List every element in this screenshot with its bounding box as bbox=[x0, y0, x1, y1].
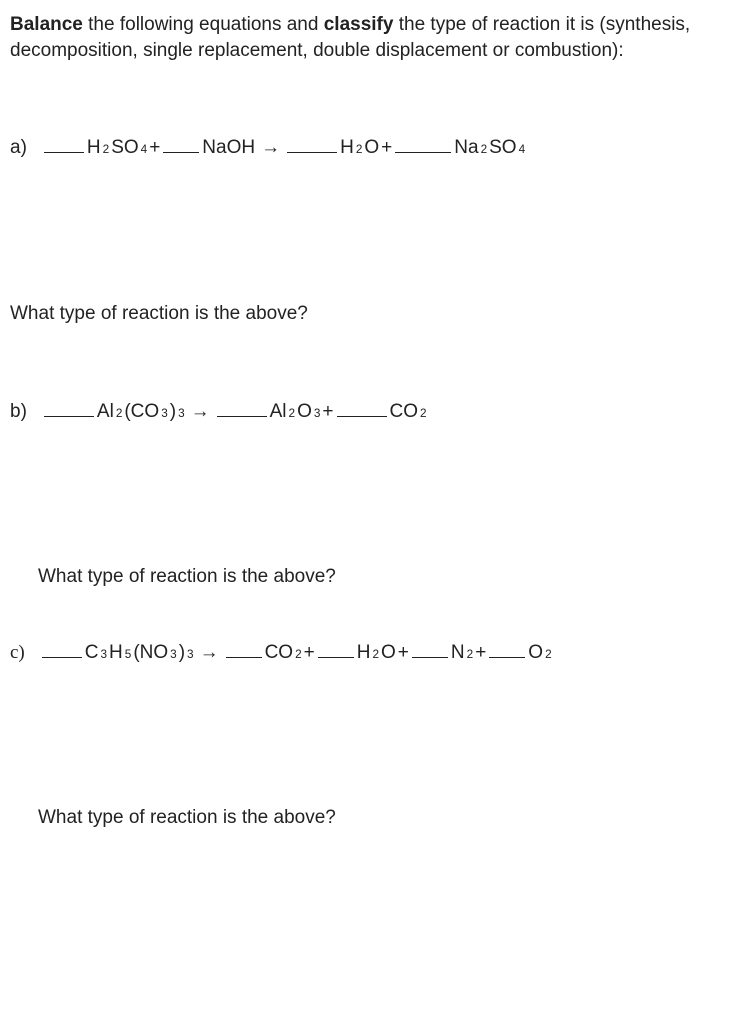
plus-sign: + bbox=[304, 640, 315, 666]
formula-text: N bbox=[451, 640, 465, 666]
arrow-icon: → bbox=[261, 135, 280, 161]
formula-text: O bbox=[528, 640, 543, 666]
formula-text: O bbox=[381, 640, 396, 666]
coefficient-blank[interactable] bbox=[287, 133, 337, 153]
arrow-icon: → bbox=[200, 640, 219, 666]
formula-text: Na bbox=[454, 135, 478, 161]
formula-text: H bbox=[87, 135, 101, 161]
coefficient-blank[interactable] bbox=[217, 397, 267, 417]
problem-b-label: b) bbox=[10, 399, 27, 425]
question-a: What type of reaction is the above? bbox=[10, 301, 730, 327]
formula-text: ) bbox=[170, 399, 176, 425]
arrow-icon: → bbox=[191, 399, 210, 425]
coefficient-blank[interactable] bbox=[337, 397, 387, 417]
problem-a-label: a) bbox=[10, 135, 27, 161]
bold-word-classify: classify bbox=[324, 14, 394, 35]
problem-b-equation: b) Al2(CO3)3 → Al2O3 + CO2 bbox=[10, 397, 730, 425]
problem-c-label: c) bbox=[10, 640, 25, 666]
bold-word-balance: Balance bbox=[10, 14, 83, 35]
formula-text: H bbox=[109, 640, 123, 666]
intro-text-1: the following equations and bbox=[83, 14, 324, 35]
plus-sign: + bbox=[475, 640, 486, 666]
formula-text: Al bbox=[270, 399, 287, 425]
formula-text: (NO bbox=[133, 640, 168, 666]
formula-text: SO bbox=[489, 135, 516, 161]
coefficient-blank[interactable] bbox=[226, 638, 262, 658]
coefficient-blank[interactable] bbox=[412, 638, 448, 658]
problem-a-equation: a) H2SO4 + NaOH → H2O + Na2SO4 bbox=[10, 133, 730, 161]
instructions-text: Balance the following equations and clas… bbox=[10, 12, 730, 63]
question-b: What type of reaction is the above? bbox=[38, 564, 730, 590]
formula-text: (CO bbox=[124, 399, 159, 425]
coefficient-blank[interactable] bbox=[489, 638, 525, 658]
formula-text: CO bbox=[390, 399, 419, 425]
formula-text: ) bbox=[179, 640, 185, 666]
plus-sign: + bbox=[398, 640, 409, 666]
formula-text: Al bbox=[97, 399, 114, 425]
coefficient-blank[interactable] bbox=[42, 638, 82, 658]
plus-sign: + bbox=[149, 135, 160, 161]
coefficient-blank[interactable] bbox=[318, 638, 354, 658]
plus-sign: + bbox=[381, 135, 392, 161]
formula-text: H bbox=[357, 640, 371, 666]
formula-text: O bbox=[364, 135, 379, 161]
formula-text: H bbox=[340, 135, 354, 161]
plus-sign: + bbox=[322, 399, 333, 425]
coefficient-blank[interactable] bbox=[163, 133, 199, 153]
coefficient-blank[interactable] bbox=[395, 133, 451, 153]
coefficient-blank[interactable] bbox=[44, 397, 94, 417]
formula-text: C bbox=[85, 640, 99, 666]
coefficient-blank[interactable] bbox=[44, 133, 84, 153]
problem-c-equation: c) C3H5(NO3)3 → CO2 + H2O + N2 + O2 bbox=[10, 638, 730, 666]
question-c: What type of reaction is the above? bbox=[38, 805, 730, 831]
formula-text: CO bbox=[265, 640, 294, 666]
formula-text: SO bbox=[111, 135, 138, 161]
formula-text: NaOH bbox=[202, 135, 255, 161]
formula-text: O bbox=[297, 399, 312, 425]
